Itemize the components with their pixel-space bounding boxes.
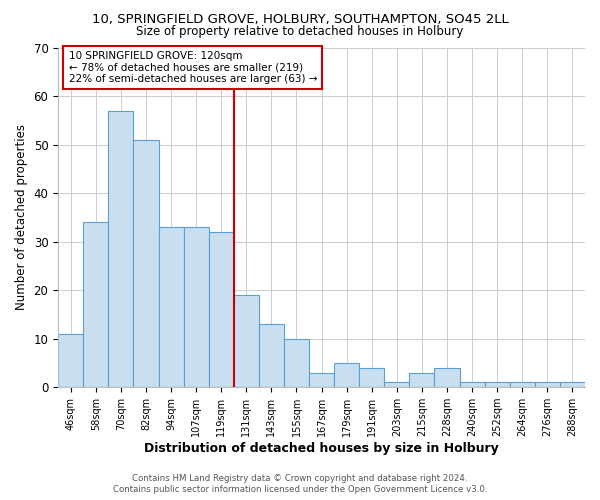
- Bar: [460, 382, 485, 387]
- Y-axis label: Number of detached properties: Number of detached properties: [15, 124, 28, 310]
- Bar: [284, 338, 309, 387]
- Bar: [133, 140, 158, 387]
- Bar: [560, 382, 585, 387]
- Bar: [384, 382, 409, 387]
- Bar: [234, 295, 259, 387]
- Text: 10 SPRINGFIELD GROVE: 120sqm
← 78% of detached houses are smaller (219)
22% of s: 10 SPRINGFIELD GROVE: 120sqm ← 78% of de…: [68, 51, 317, 84]
- Bar: [359, 368, 384, 387]
- Bar: [434, 368, 460, 387]
- Text: Size of property relative to detached houses in Holbury: Size of property relative to detached ho…: [136, 25, 464, 38]
- Bar: [209, 232, 234, 387]
- Bar: [158, 227, 184, 387]
- Bar: [334, 363, 359, 387]
- Bar: [184, 227, 209, 387]
- Bar: [510, 382, 535, 387]
- Bar: [109, 110, 133, 387]
- Bar: [259, 324, 284, 387]
- Bar: [309, 372, 334, 387]
- Bar: [535, 382, 560, 387]
- Text: 10, SPRINGFIELD GROVE, HOLBURY, SOUTHAMPTON, SO45 2LL: 10, SPRINGFIELD GROVE, HOLBURY, SOUTHAMP…: [92, 12, 508, 26]
- X-axis label: Distribution of detached houses by size in Holbury: Distribution of detached houses by size …: [144, 442, 499, 455]
- Text: Contains HM Land Registry data © Crown copyright and database right 2024.
Contai: Contains HM Land Registry data © Crown c…: [113, 474, 487, 494]
- Bar: [485, 382, 510, 387]
- Bar: [83, 222, 109, 387]
- Bar: [409, 372, 434, 387]
- Bar: [58, 334, 83, 387]
